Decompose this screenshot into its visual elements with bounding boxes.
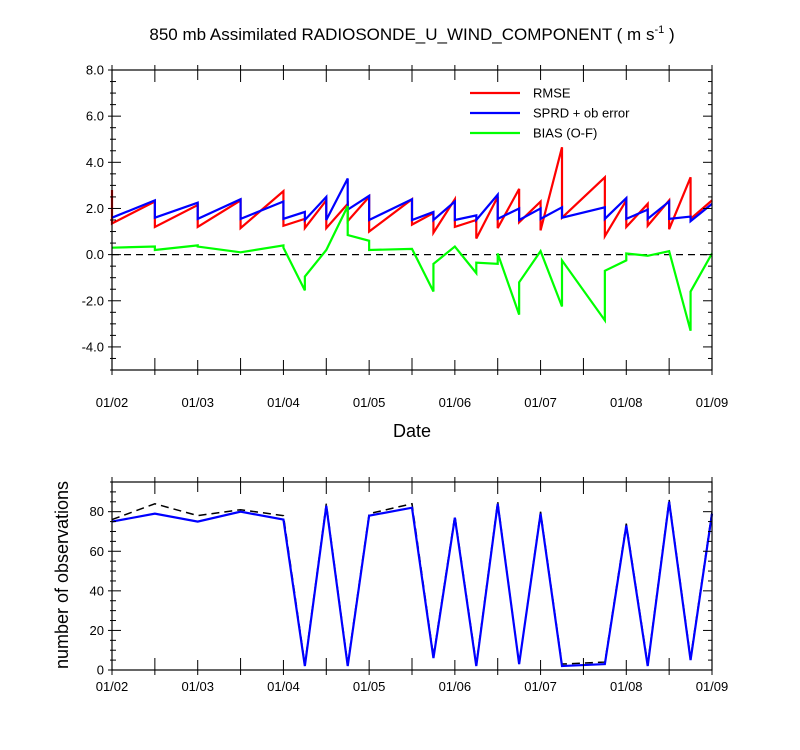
y-tick-label: 8.0 (86, 63, 104, 78)
bottom-panel: 0 20 40 60 80 01/02 01/03 01/04 01/05 01/06 01/07 0… (52, 477, 728, 694)
legend-label: BIAS (O-F) (533, 126, 597, 141)
x-tick-label: 01/07 (524, 395, 557, 410)
x-tick-label: 01/03 (181, 679, 214, 694)
chart-title-main: 850 mb Assimilated RADIOSONDE_U_WIND_COM… (149, 25, 654, 44)
series-line-rmse (110, 147, 713, 241)
chart-title-end: ) (664, 25, 674, 44)
chart-title: 850 mb Assimilated RADIOSONDE_U_WIND_COM… (149, 24, 674, 44)
x-axis-title: Date (393, 421, 431, 441)
x-tick-label: 01/06 (439, 679, 472, 694)
bottom-axes: 0 20 40 60 80 01/02 01/03 01/04 01/05 01/06 01/07 0… (90, 477, 729, 694)
x-tick-label: 01/02 (96, 679, 129, 694)
series-line-sprd-ob-error (111, 177, 713, 224)
chart-title-superscript: -1 (654, 24, 664, 36)
y-tick-label: 0 (97, 663, 104, 678)
x-tick-label: 01/08 (610, 679, 643, 694)
bottom-series-lines (111, 499, 714, 668)
x-tick-label: 01/03 (181, 395, 214, 410)
top-series-lines (110, 147, 713, 332)
x-tick-label: 01/08 (610, 395, 643, 410)
legend: RMSE SPRD + ob error BIAS (O-F) (470, 86, 630, 141)
y-tick-label: -2.0 (82, 293, 104, 308)
x-tick-label: 01/02 (96, 395, 129, 410)
x-tick-label: 01/05 (353, 679, 386, 694)
y-tick-label: 4.0 (86, 155, 104, 170)
x-tick-label: 01/09 (696, 395, 729, 410)
top-panel: -4.0 -2.0 0.0 2.0 4.0 6.0 8.0 01/02 01/03 01/04 01… (82, 63, 729, 442)
legend-label: RMSE (533, 86, 571, 101)
y-tick-label: 20 (90, 623, 104, 638)
x-tick-label: 01/04 (267, 395, 300, 410)
y-tick-label: 2.0 (86, 201, 104, 216)
x-tick-label: 01/05 (353, 395, 386, 410)
y-tick-label: 0.0 (86, 247, 104, 262)
y-tick-label: 80 (90, 504, 104, 519)
x-tick-label: 01/09 (696, 679, 729, 694)
x-tick-label: 01/07 (524, 679, 557, 694)
y-tick-label: 60 (90, 544, 104, 559)
x-tick-label: 01/06 (439, 395, 472, 410)
x-tick-label: 01/04 (267, 679, 300, 694)
series-line-bias-o-f (111, 205, 713, 332)
y-tick-label: 6.0 (86, 109, 104, 124)
series-line-possible-observations (111, 499, 713, 665)
top-axes: -4.0 -2.0 0.0 2.0 4.0 6.0 8.0 01/02 01/03 01/04 01… (82, 63, 729, 411)
y-axis-title-observations: number of observations (52, 481, 72, 669)
series-line-assimilated-observations (111, 501, 714, 668)
legend-label: SPRD + ob error (533, 106, 630, 121)
y-tick-label: -4.0 (82, 339, 104, 354)
y-tick-label: 40 (90, 583, 104, 598)
